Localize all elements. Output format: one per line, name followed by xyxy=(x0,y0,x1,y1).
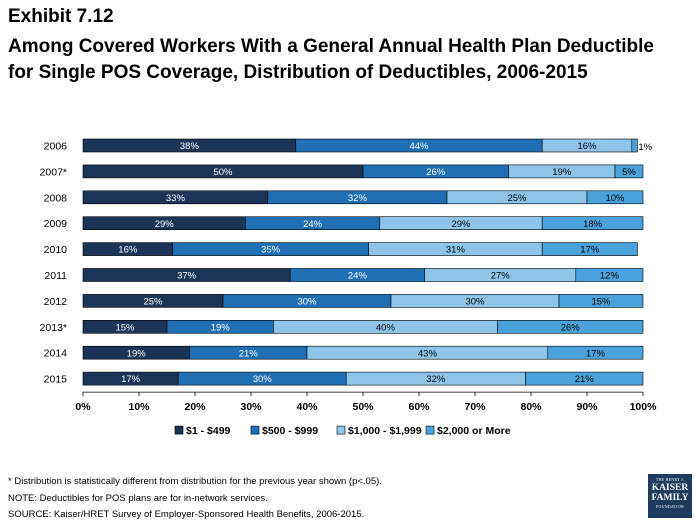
data-label: 5% xyxy=(622,167,636,178)
x-tick-label: 90% xyxy=(576,401,598,413)
y-category-label: 2008 xyxy=(44,192,68,204)
legend-swatch xyxy=(336,425,346,435)
data-label: 26% xyxy=(561,322,581,333)
data-label: 29% xyxy=(155,219,175,230)
data-label: 40% xyxy=(376,322,396,333)
x-tick-label: 50% xyxy=(352,401,374,413)
bar-segment xyxy=(541,242,638,256)
data-label: 21% xyxy=(239,348,259,359)
y-category-label: 2013* xyxy=(40,322,67,334)
data-label: 35% xyxy=(261,245,281,256)
exhibit-label: Exhibit 7.12 xyxy=(8,6,114,27)
data-label: 19% xyxy=(552,167,572,178)
bar-segment xyxy=(497,320,644,334)
data-label: 24% xyxy=(303,219,323,230)
data-label: 17% xyxy=(586,348,606,359)
footnotes: * Distribution is statistically differen… xyxy=(8,474,382,524)
data-label: 18% xyxy=(583,219,603,230)
x-tick-label: 60% xyxy=(408,401,430,413)
bar-segment xyxy=(586,190,644,205)
bar-segment xyxy=(547,345,644,360)
logo-line-1: THE HENRY J. xyxy=(655,477,685,482)
y-category-label: 2010 xyxy=(44,244,68,256)
logo-line-4: FOUNDATION xyxy=(656,504,684,509)
data-label: 16% xyxy=(577,141,597,152)
bar-segment xyxy=(631,138,638,153)
data-label: 25% xyxy=(507,193,527,204)
data-label: 26% xyxy=(426,167,446,178)
source-footnote: SOURCE: Kaiser/HRET Survey of Employer-S… xyxy=(8,509,365,520)
data-label: 32% xyxy=(426,374,446,385)
bar-segment xyxy=(541,216,644,230)
y-category-label: 2006 xyxy=(44,141,68,153)
legend-swatch xyxy=(250,425,260,435)
data-label: 15% xyxy=(591,297,611,308)
data-label: 29% xyxy=(451,219,471,230)
chart-title: Among Covered Workers With a General Ann… xyxy=(8,36,654,83)
data-label: 31% xyxy=(446,245,466,256)
x-tick-label: 0% xyxy=(75,401,91,413)
stacked-bar-chart: 2006 38% 44% 16% 1% 2007* 50% 26% 19% 5% 2008 33% 32… xyxy=(40,138,658,437)
logo-line-2: KAISER xyxy=(651,483,689,493)
data-label: 37% xyxy=(177,271,197,282)
data-label: 30% xyxy=(253,374,273,385)
kff-logo: THE HENRY J. KAISER FAMILY FOUNDATION xyxy=(648,474,692,518)
data-label: 43% xyxy=(418,348,438,359)
significance-footnote: * Distribution is statistically differen… xyxy=(8,476,382,487)
data-label: 33% xyxy=(166,193,186,204)
x-tick-label: 100% xyxy=(630,401,658,413)
y-category-label: 2012 xyxy=(44,296,68,308)
data-label: 21% xyxy=(575,374,595,385)
x-tick-label: 20% xyxy=(184,401,206,413)
x-tick-label: 30% xyxy=(240,401,262,413)
legend-swatch xyxy=(174,425,184,435)
data-label: 32% xyxy=(348,193,368,204)
data-label: 17% xyxy=(121,374,141,385)
data-label: 25% xyxy=(143,297,163,308)
data-label: 16% xyxy=(118,245,138,256)
data-label: 19% xyxy=(211,322,231,333)
logo-line-3: FAMILY xyxy=(651,492,689,503)
data-label: 27% xyxy=(491,271,511,282)
x-tick-label: 10% xyxy=(128,401,150,413)
x-tick-label: 70% xyxy=(464,401,486,413)
y-category-label: 2009 xyxy=(44,218,68,230)
x-tick-label: 40% xyxy=(296,401,318,413)
legend-label: $1,000 - $1,999 xyxy=(348,425,422,437)
data-label: 19% xyxy=(127,348,147,359)
data-label: 44% xyxy=(409,141,429,152)
data-label: 15% xyxy=(115,322,135,333)
y-category-label: 2011 xyxy=(44,270,67,282)
legend-label: $1 - $499 xyxy=(186,425,231,437)
y-category-label: 2015 xyxy=(44,374,68,386)
legend-label: $500 - $999 xyxy=(262,425,318,437)
bar-segment xyxy=(614,164,644,179)
data-label: 10% xyxy=(605,193,625,204)
bar-segment xyxy=(575,268,644,282)
data-label: 12% xyxy=(600,271,620,282)
data-label: 24% xyxy=(348,271,368,282)
data-label: 17% xyxy=(580,245,600,256)
bar-segment xyxy=(525,371,644,386)
bar-segment xyxy=(558,294,644,308)
legend-swatch xyxy=(425,425,435,435)
legend-label: $2,000 or More xyxy=(437,425,511,437)
data-label: 30% xyxy=(465,297,485,308)
data-label: 30% xyxy=(297,297,317,308)
y-category-label: 2014 xyxy=(44,348,68,360)
data-label: 38% xyxy=(180,141,200,152)
data-label: 50% xyxy=(213,167,233,178)
x-tick-label: 80% xyxy=(520,401,542,413)
y-category-label: 2007* xyxy=(40,166,67,178)
data-label: 1% xyxy=(638,142,652,153)
note-footnote: NOTE: Deductibles for POS plans are for … xyxy=(8,492,268,504)
